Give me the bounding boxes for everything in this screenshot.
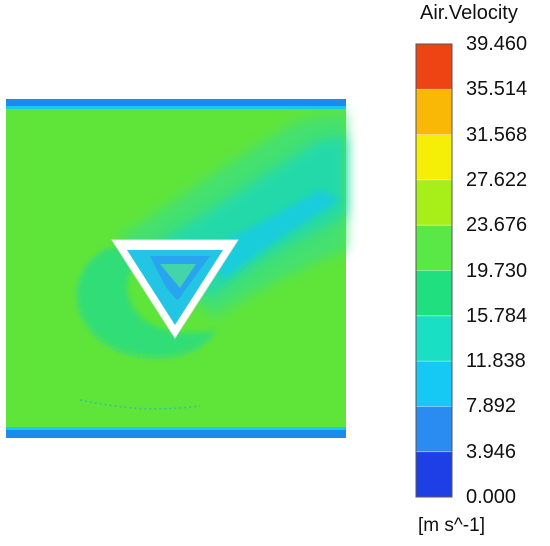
colorbar-band <box>416 315 452 362</box>
bottom-boundary-layer <box>6 430 346 438</box>
colorbar-band <box>416 44 452 90</box>
colorbar-band <box>416 451 452 497</box>
colorbar-tick-label: 7.892 <box>466 395 517 418</box>
colorbar <box>415 43 453 498</box>
colorbar-tick-label: 35.514 <box>466 78 528 101</box>
lower-disturbance <box>79 399 201 410</box>
obstacle-interior-highlight <box>160 264 196 288</box>
colorbar-tick-label: 19.730 <box>466 259 528 282</box>
colorbar-tick-label: 23.676 <box>466 214 528 237</box>
colorbar-band <box>416 225 452 271</box>
colorbar-tick-label: 11.838 <box>466 350 526 373</box>
legend-title: Air.Velocity <box>420 2 518 24</box>
wake-core <box>205 190 340 280</box>
colorbar-tick-label: 31.568 <box>466 123 528 146</box>
colorbar-border <box>415 43 453 498</box>
colorbar-tick-label: 39.460 <box>466 33 528 55</box>
top-boundary-layer <box>6 99 346 106</box>
colorbar-tick-label: 15.784 <box>466 304 528 327</box>
swirl-outline <box>76 249 215 360</box>
colorbar-band <box>416 361 452 407</box>
colorbar-tick-label: 3.946 <box>466 440 517 463</box>
swirl-region <box>77 248 215 357</box>
colorbar-band <box>416 89 452 135</box>
colorbar-band <box>416 134 452 180</box>
colorbar-band <box>416 406 452 452</box>
colorbar-band <box>416 179 452 226</box>
flow-domain <box>6 99 346 438</box>
colorbar-tick-label: 0.000 <box>466 486 517 508</box>
colorbar-tick-label: 27.622 <box>466 168 528 191</box>
top-boundary-fringe <box>6 106 346 109</box>
colorbar-band <box>416 270 452 316</box>
legend-unit: [m s^-1] <box>418 515 485 536</box>
bottom-boundary-fringe <box>6 427 346 430</box>
